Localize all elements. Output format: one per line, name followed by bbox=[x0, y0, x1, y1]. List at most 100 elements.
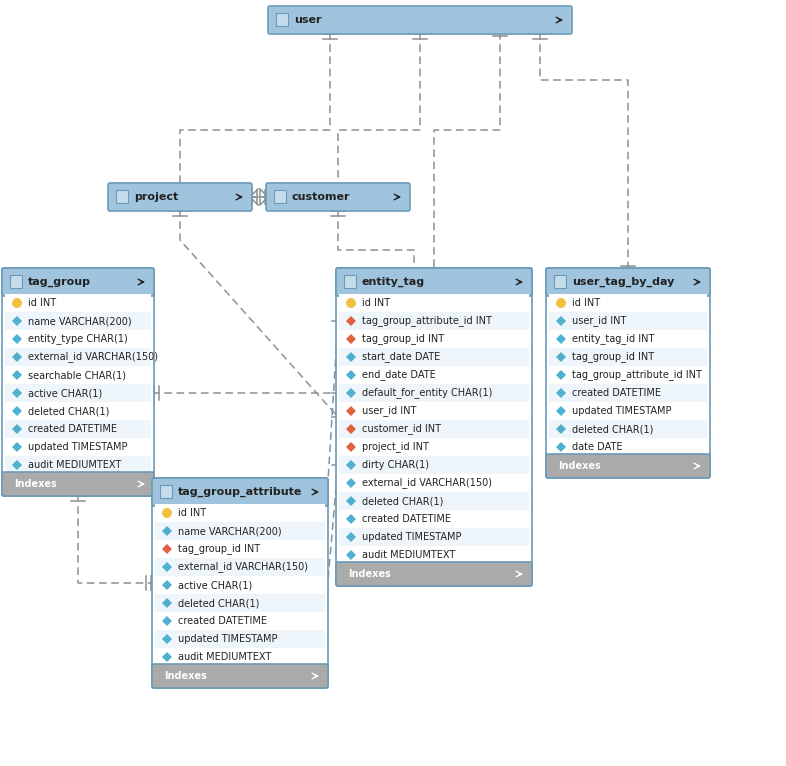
Text: created DATETIME: created DATETIME bbox=[178, 616, 267, 626]
Bar bbox=[339, 420, 529, 438]
Bar bbox=[339, 384, 529, 402]
Polygon shape bbox=[346, 316, 356, 326]
Text: tag_group_attribute_id INT: tag_group_attribute_id INT bbox=[362, 316, 492, 326]
Bar bbox=[5, 330, 151, 348]
Text: entity_type CHAR(1): entity_type CHAR(1) bbox=[28, 333, 128, 345]
Polygon shape bbox=[556, 370, 566, 380]
Text: id INT: id INT bbox=[28, 298, 56, 308]
Polygon shape bbox=[162, 562, 172, 572]
Text: active CHAR(1): active CHAR(1) bbox=[178, 580, 252, 590]
FancyBboxPatch shape bbox=[336, 268, 532, 296]
Bar bbox=[339, 510, 529, 528]
Text: default_for_entity CHAR(1): default_for_entity CHAR(1) bbox=[362, 388, 492, 398]
Text: deleted CHAR(1): deleted CHAR(1) bbox=[28, 406, 109, 416]
Bar bbox=[155, 648, 325, 666]
Bar bbox=[155, 558, 325, 576]
Bar bbox=[339, 312, 529, 330]
Text: date DATE: date DATE bbox=[572, 442, 623, 452]
Bar bbox=[549, 420, 707, 438]
Bar bbox=[339, 492, 529, 510]
Text: user_id INT: user_id INT bbox=[362, 405, 417, 417]
Bar bbox=[549, 366, 707, 384]
Polygon shape bbox=[346, 532, 356, 542]
Text: updated TIMESTAMP: updated TIMESTAMP bbox=[28, 442, 127, 452]
Bar bbox=[155, 576, 325, 594]
Bar bbox=[549, 348, 707, 366]
Circle shape bbox=[346, 298, 356, 308]
Bar bbox=[5, 294, 151, 312]
Text: deleted CHAR(1): deleted CHAR(1) bbox=[572, 424, 653, 434]
Bar bbox=[155, 612, 325, 630]
Polygon shape bbox=[12, 370, 22, 380]
Polygon shape bbox=[346, 406, 356, 416]
Text: entity_tag: entity_tag bbox=[362, 277, 425, 287]
Polygon shape bbox=[12, 334, 22, 344]
Bar bbox=[5, 366, 151, 384]
Polygon shape bbox=[12, 424, 22, 434]
Polygon shape bbox=[12, 460, 22, 470]
Circle shape bbox=[12, 298, 22, 308]
Bar bbox=[549, 294, 707, 312]
Text: deleted CHAR(1): deleted CHAR(1) bbox=[178, 598, 259, 608]
Bar bbox=[344, 275, 356, 288]
Text: user_id INT: user_id INT bbox=[572, 316, 626, 326]
FancyBboxPatch shape bbox=[152, 664, 328, 688]
Text: tag_group_id INT: tag_group_id INT bbox=[362, 333, 444, 345]
FancyBboxPatch shape bbox=[2, 268, 154, 296]
Text: external_id VARCHAR(150): external_id VARCHAR(150) bbox=[362, 477, 492, 489]
FancyBboxPatch shape bbox=[2, 472, 154, 496]
Polygon shape bbox=[346, 334, 356, 344]
Polygon shape bbox=[346, 388, 356, 398]
Text: Indexes: Indexes bbox=[558, 461, 601, 471]
Text: deleted CHAR(1): deleted CHAR(1) bbox=[362, 496, 443, 506]
Polygon shape bbox=[162, 634, 172, 644]
Bar bbox=[339, 528, 529, 546]
Bar bbox=[549, 312, 707, 330]
Text: external_id VARCHAR(150): external_id VARCHAR(150) bbox=[28, 352, 158, 362]
Bar bbox=[339, 402, 529, 420]
Bar bbox=[339, 474, 529, 492]
Polygon shape bbox=[162, 652, 172, 662]
FancyBboxPatch shape bbox=[266, 183, 410, 211]
Text: id INT: id INT bbox=[178, 508, 206, 518]
Polygon shape bbox=[556, 388, 566, 398]
Text: customer: customer bbox=[292, 192, 351, 202]
Polygon shape bbox=[12, 316, 22, 326]
Bar bbox=[116, 190, 128, 203]
Text: entity_tag_id INT: entity_tag_id INT bbox=[572, 333, 655, 345]
Text: active CHAR(1): active CHAR(1) bbox=[28, 388, 102, 398]
FancyBboxPatch shape bbox=[336, 268, 532, 586]
Bar bbox=[10, 275, 22, 288]
Text: end_date DATE: end_date DATE bbox=[362, 369, 435, 381]
Polygon shape bbox=[12, 442, 22, 452]
Polygon shape bbox=[12, 406, 22, 416]
Text: user_tag_by_day: user_tag_by_day bbox=[572, 277, 674, 287]
Circle shape bbox=[162, 508, 172, 518]
Text: searchable CHAR(1): searchable CHAR(1) bbox=[28, 370, 126, 380]
Text: audit MEDIUMTEXT: audit MEDIUMTEXT bbox=[362, 550, 455, 560]
Bar bbox=[5, 456, 151, 474]
Bar bbox=[155, 504, 325, 522]
Bar bbox=[339, 456, 529, 474]
Text: name VARCHAR(200): name VARCHAR(200) bbox=[178, 526, 281, 536]
Polygon shape bbox=[346, 442, 356, 452]
Text: created DATETIME: created DATETIME bbox=[362, 514, 451, 524]
Bar bbox=[339, 366, 529, 384]
Polygon shape bbox=[12, 352, 22, 362]
Polygon shape bbox=[162, 598, 172, 608]
Text: id INT: id INT bbox=[572, 298, 601, 308]
Circle shape bbox=[556, 298, 566, 308]
Text: created DATETIME: created DATETIME bbox=[572, 388, 661, 398]
Bar bbox=[5, 384, 151, 402]
Bar bbox=[274, 190, 286, 203]
Bar bbox=[276, 13, 288, 26]
FancyBboxPatch shape bbox=[152, 478, 328, 506]
Polygon shape bbox=[12, 388, 22, 398]
Polygon shape bbox=[556, 316, 566, 326]
Bar bbox=[155, 540, 325, 558]
FancyBboxPatch shape bbox=[108, 183, 252, 211]
Bar bbox=[155, 522, 325, 540]
Bar bbox=[549, 402, 707, 420]
FancyBboxPatch shape bbox=[546, 268, 710, 296]
Bar bbox=[155, 594, 325, 612]
